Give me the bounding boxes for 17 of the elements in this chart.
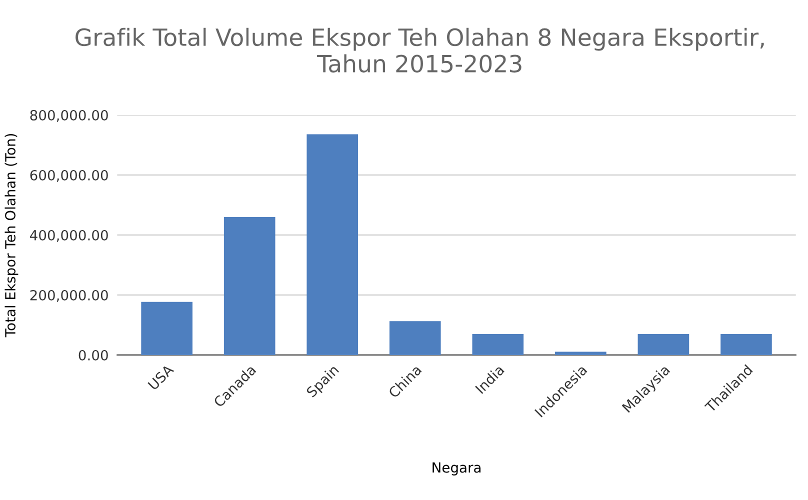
y-tick-label: 600,000.00: [30, 170, 108, 182]
bar: [555, 352, 606, 355]
bar: [224, 217, 276, 355]
bar: [638, 334, 690, 355]
chart-title: Grafik Total Volume Ekspor Teh Olahan 8 Negara Eksportir, Tahun 2015-2023: [76, 28, 764, 73]
bar: [472, 334, 524, 355]
y-tick-label: 200,000.00: [30, 290, 108, 302]
x-tick-label: USA: [148, 364, 174, 390]
y-tick-label: 0.00: [78, 350, 108, 360]
bar: [306, 134, 358, 355]
x-axis-title: Negara: [432, 462, 480, 476]
y-axis-title: Total Ekspor Teh Olahan (Ton): [4, 134, 18, 338]
y-tick-label: 400,000.00: [30, 230, 108, 242]
bar: [389, 321, 441, 355]
y-tick-label: 800,000.00: [30, 110, 108, 122]
bar: [720, 334, 772, 355]
bar: [141, 302, 192, 355]
